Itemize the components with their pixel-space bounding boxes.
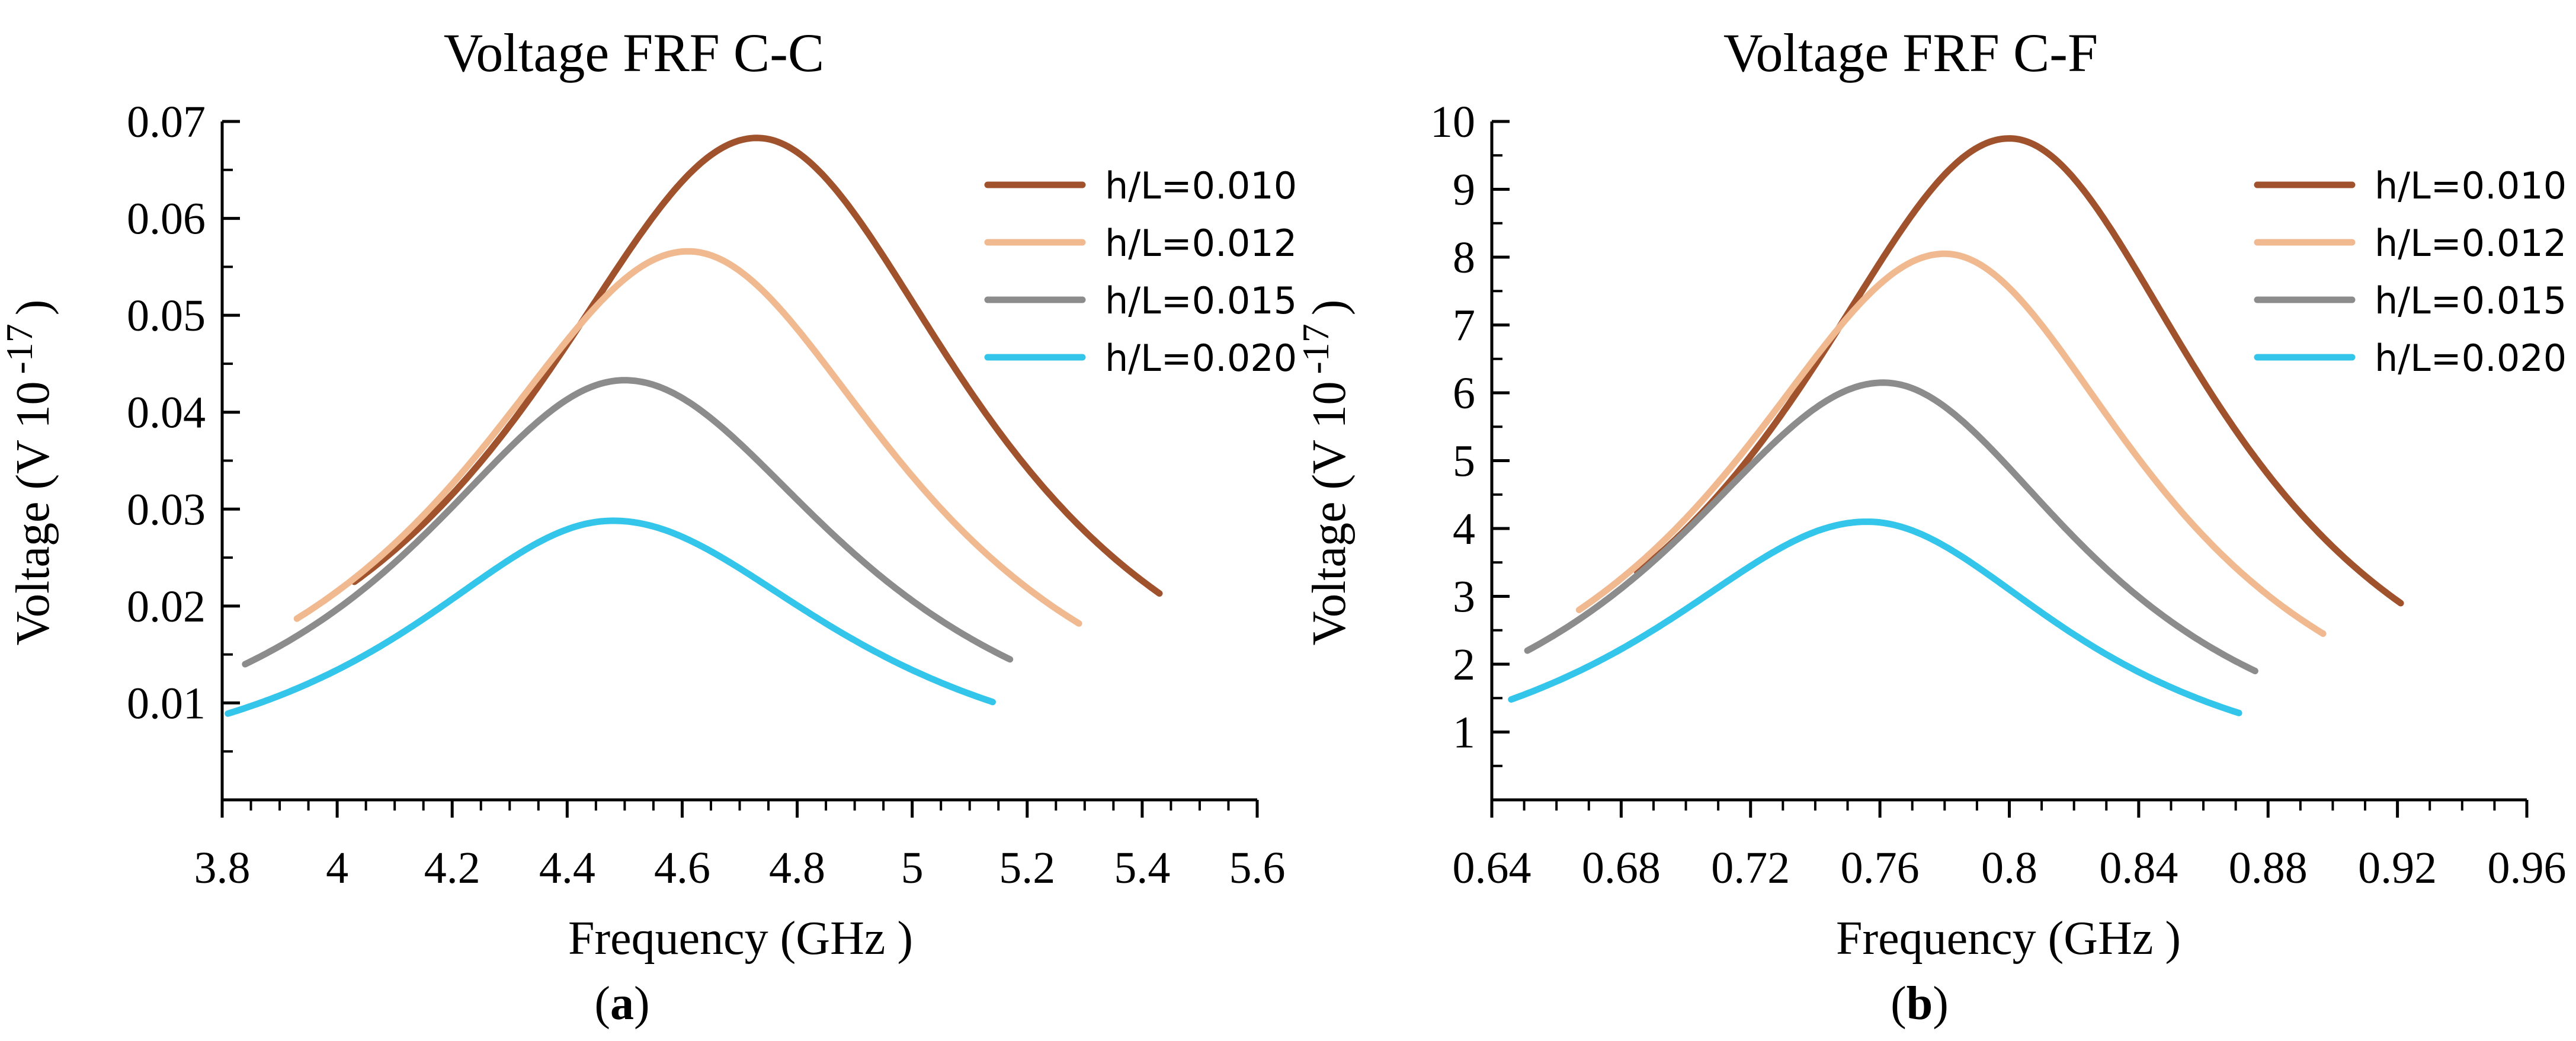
x-tick-label: 0.8 [1981, 843, 2037, 893]
legend-label: h/L=0.010 [2375, 164, 2567, 207]
x-tick-label: 0.92 [2358, 843, 2437, 893]
x-axis-label: Frequency (GHz ) [568, 912, 913, 965]
y-tick-label: 6 [1453, 369, 1475, 418]
caption-close: ) [634, 978, 650, 1030]
caption-letter: a [610, 978, 634, 1030]
panel-caption: (b) [1891, 978, 1949, 1030]
panel-caption: (a) [594, 978, 649, 1030]
y-tick-label: 4 [1453, 504, 1475, 554]
x-tick-label: 0.68 [1582, 843, 1661, 893]
chart-panel-a: Voltage FRF C-C 3.8 4 4.2 4.4 4.6 4.8 5 5.2 5.4 5.… [0, 23, 1297, 1030]
x-tick-label: 4.4 [539, 843, 595, 893]
y-tick-label: 0.04 [127, 388, 206, 438]
x-tick-label: 4.6 [654, 843, 710, 893]
y-tick-label: 7 [1453, 301, 1475, 351]
x-tick-label: 5.2 [999, 843, 1055, 893]
chart-title: Voltage FRF C-C [444, 23, 824, 83]
caption-letter: b [1907, 978, 1933, 1030]
legend-label: h/L=0.010 [1105, 164, 1297, 207]
x-tick-label: 4 [326, 843, 348, 893]
series-line-h/L=0.020 [1508, 518, 2242, 716]
caption-open: ( [1891, 978, 1907, 1030]
x-tick-label: 4.8 [769, 843, 825, 893]
x-tick-label: 0.84 [2099, 843, 2178, 893]
legend: h/L=0.010 h/L=0.012 h/L=0.015 h/L=0.020 [984, 164, 1297, 380]
series-line-h/L=0.015 [242, 377, 1014, 668]
x-tick-label: 4.2 [424, 843, 480, 893]
y-tick-label: 10 [1430, 97, 1475, 147]
legend-label: h/L=0.015 [1105, 279, 1297, 322]
chart-panel-b: Voltage FRF C-F 0.64 0.68 0.72 0.76 0.8 0.84 0.… [1295, 23, 2567, 1030]
x-tick-label: 0.64 [1453, 843, 1531, 893]
legend-label: h/L=0.012 [2375, 222, 2567, 265]
y-tick-label: 0.03 [127, 485, 206, 534]
x-tick-label: 0.72 [1711, 843, 1790, 893]
legend-label: h/L=0.020 [1105, 337, 1297, 380]
x-tick-label: 0.88 [2229, 843, 2308, 893]
y-axis-label-text: Voltage (V 10 [1303, 382, 1356, 646]
y-axis-label-exponent: -17 [1295, 323, 1337, 374]
caption-open: ( [594, 978, 610, 1030]
y-tick-label: 0.07 [127, 97, 206, 147]
x-tick-label: 5.4 [1114, 843, 1170, 893]
x-tick-label: 0.96 [2488, 843, 2567, 893]
legend-label: h/L=0.012 [1105, 222, 1297, 265]
y-tick-label: 2 [1453, 640, 1475, 690]
legend-label: h/L=0.020 [2375, 337, 2567, 380]
y-axis-label-exponent: -17 [0, 323, 40, 374]
y-tick-label: 8 [1453, 233, 1475, 283]
series-line-h/L=0.010 [351, 134, 1163, 597]
y-tick-label: 3 [1453, 572, 1475, 622]
y-axis-label-close: ) [7, 300, 59, 316]
x-tick-label: 5.6 [1229, 843, 1286, 893]
y-tick-label: 0.02 [127, 582, 206, 632]
y-tick-label: 0.06 [127, 194, 206, 244]
series-line-h/L=0.010 [1634, 135, 2404, 607]
series-line-h/L=0.012 [1575, 250, 2327, 637]
y-tick-label: 9 [1453, 165, 1475, 215]
series-line-h/L=0.015 [1524, 379, 2258, 674]
y-tick-label: 5 [1453, 437, 1475, 486]
caption-close: ) [1933, 978, 1949, 1030]
chart-title: Voltage FRF C-F [1723, 23, 2098, 83]
series-line-h/L=0.020 [225, 517, 996, 717]
series-line-h/L=0.012 [293, 248, 1082, 627]
y-axis-label: Voltage (V 10 -17) [0, 300, 59, 646]
legend: h/L=0.010 h/L=0.012 h/L=0.015 h/L=0.020 [2254, 164, 2567, 380]
y-tick-label: 0.01 [127, 678, 206, 728]
y-axis-label-close: ) [1303, 300, 1356, 316]
y-tick-label: 1 [1453, 708, 1475, 758]
x-tick-label: 3.8 [194, 843, 251, 893]
x-axis-label: Frequency (GHz ) [1836, 912, 2181, 965]
y-axis-label-text: Voltage (V 10 [7, 382, 59, 646]
legend-label: h/L=0.015 [2375, 279, 2567, 322]
y-axis-label: Voltage (V 10 -17) [1295, 300, 1356, 646]
x-tick-label: 5 [901, 843, 924, 893]
y-tick-label: 0.05 [127, 291, 206, 341]
x-tick-label: 0.76 [1841, 843, 1920, 893]
